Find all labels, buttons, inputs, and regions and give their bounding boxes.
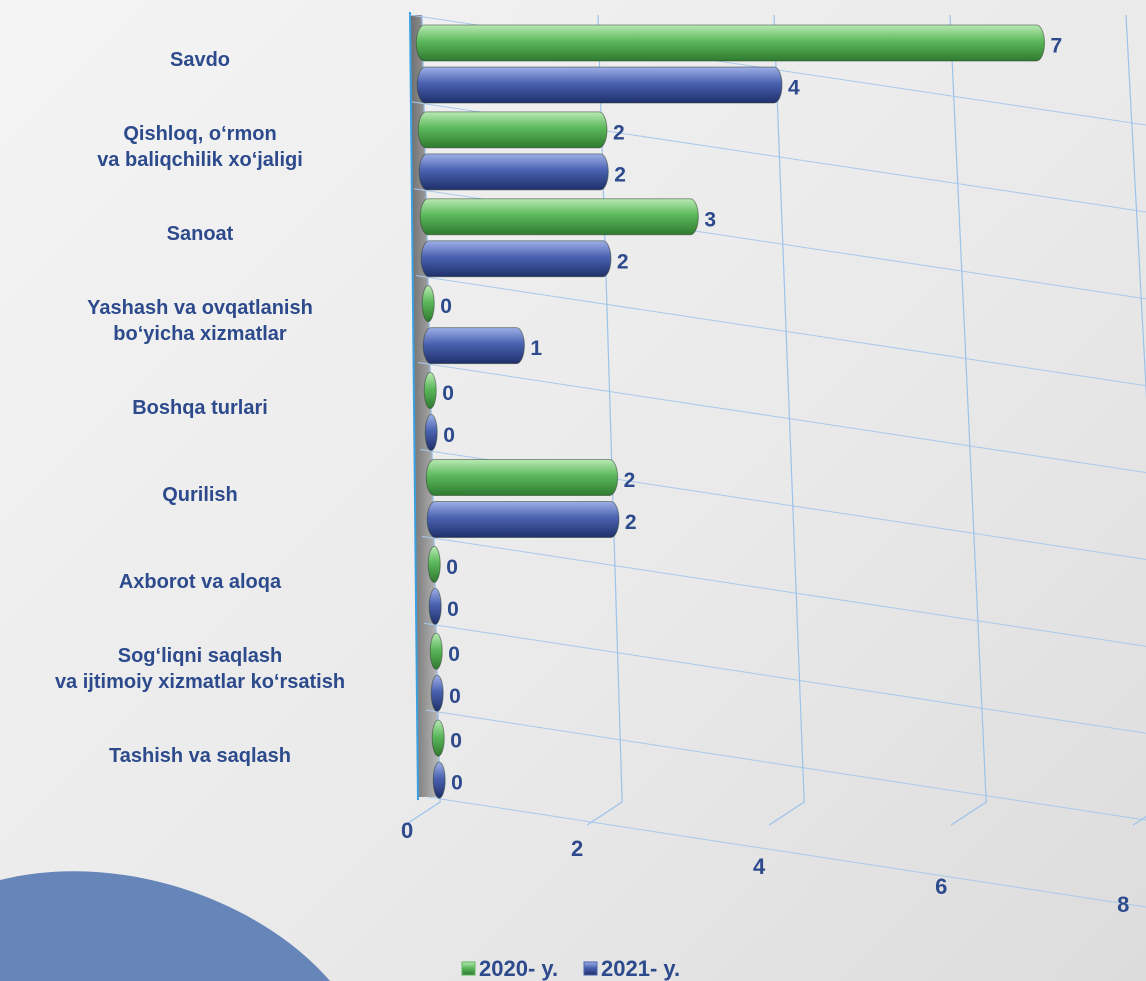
bar [430,674,444,712]
bar [417,111,608,149]
value-label: 3 [704,208,716,231]
bar [431,719,445,757]
x-tick-label: 8 [1117,892,1129,917]
category-grid [415,275,1146,387]
value-label: 0 [448,643,460,666]
value-label: 0 [443,424,455,447]
bar [424,414,438,452]
category-label: Qishloq, o‘rmon va baliqchilik xo‘jaligi [97,123,303,172]
value-label: 7 [1050,35,1062,58]
value-label: 0 [440,295,452,318]
bar [423,372,437,410]
value-label: 2 [617,250,629,273]
category-grid [421,535,1146,647]
x-tick-label: 2 [571,836,583,861]
bar [418,153,609,191]
legend-swatch [583,961,598,976]
category-grid [427,796,1146,908]
x-tick-label: 4 [753,854,766,879]
bar [419,198,699,236]
category-label: Tashish va saqlash [109,744,291,767]
legend-label: 2021- y. [601,956,680,981]
bar [422,327,525,365]
value-label: 0 [449,685,461,708]
x-tick-label: 0 [401,818,413,843]
legend-label: 2020- y. [479,956,558,981]
bar [432,761,446,799]
value-label: 4 [788,77,800,100]
value-label: 2 [625,511,637,534]
value-label: 0 [451,772,463,795]
value-label: 2 [613,121,625,144]
category-axis [409,11,419,801]
x-tick-label: 6 [935,874,947,899]
value-label: 0 [446,556,458,579]
category-label: Qurilish [162,483,238,506]
category-label: Axborot va aloqa [118,570,282,593]
grid-line [949,14,987,826]
value-label: 1 [530,337,542,360]
legend-swatch [461,961,476,976]
bar [416,66,783,104]
bar [428,587,442,625]
category-grid [425,709,1146,821]
grid-line [768,14,805,826]
category-grid [423,622,1146,734]
bar [429,632,443,670]
grid-line [586,14,623,826]
grid-line [404,14,441,826]
value-label: 2 [624,469,636,492]
bar [415,24,1045,62]
value-label: 0 [447,598,459,621]
category-label: Yashash va ovqatlanish bo‘yicha xizmatla… [87,297,313,346]
category-label: Sog‘liqni saqlash va ijtimoiy xizmatlar … [54,644,346,693]
grid-line [1125,14,1146,826]
bar [421,285,435,323]
decor [0,871,330,981]
category-label: Sanoat [166,223,234,246]
bar [420,240,612,278]
category-label: Savdo [169,49,231,72]
category-grid [417,362,1146,474]
value-label: 2 [614,163,626,186]
value-label: 0 [450,730,462,753]
bar [426,500,620,538]
bar [425,458,619,496]
category-label: Boshqa turlari [132,397,268,419]
bar [427,545,441,583]
value-label: 0 [442,382,454,405]
